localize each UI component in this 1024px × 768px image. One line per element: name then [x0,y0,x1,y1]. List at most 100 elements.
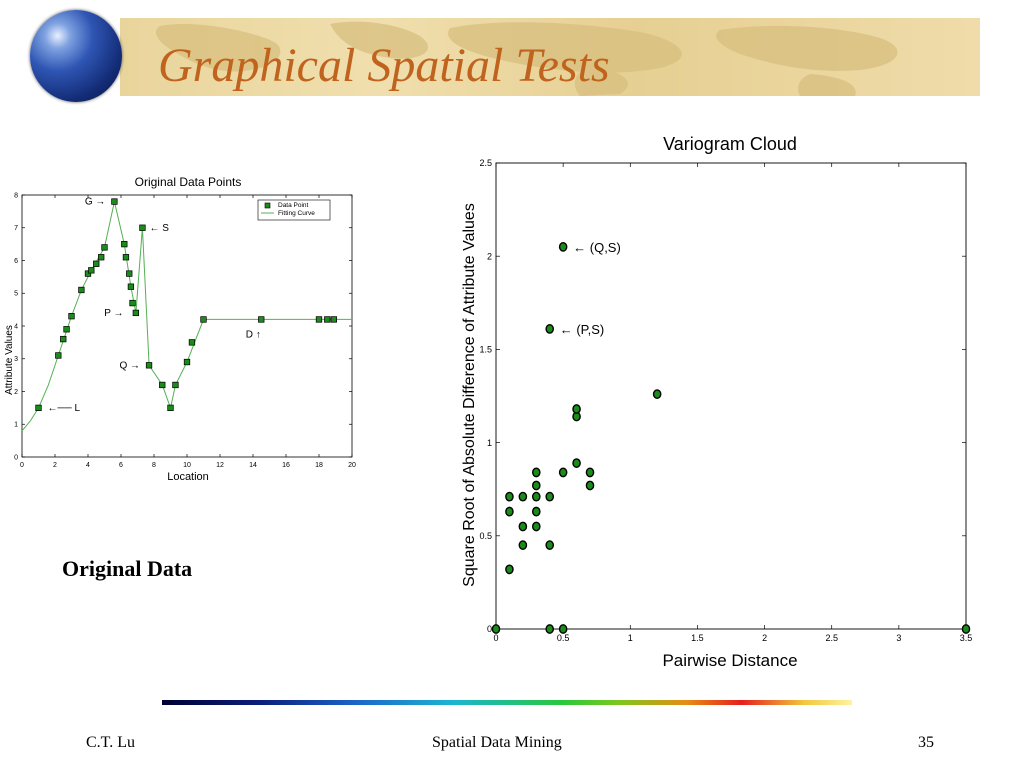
variogram-point-marker [545,540,555,551]
legend-label-fitting-curve: Fitting Curve [278,210,315,217]
x-tick-label: 0.5 [557,633,570,643]
data-point-marker [35,404,42,412]
data-point-marker [129,299,136,307]
data-point-marker [139,224,146,231]
data-point-marker [63,326,70,333]
original-data-label: Original Data [62,556,193,581]
data-point-marker [122,254,130,261]
data-point-marker [84,270,92,277]
variogram-point-marker [531,506,541,517]
variogram-point-marker [652,389,662,400]
chart-legend: Data Point Fitting Curve [257,199,331,221]
x-tick-label: 20 [348,462,356,469]
point-annotation: ←── L [48,403,81,414]
variogram-point-marker [531,480,541,491]
data-point-marker [200,316,207,323]
variogram-point-marker [491,624,501,634]
data-point-marker [101,244,108,251]
point-annotation: ← (Q,S) [573,240,621,255]
y-tick-label: 2 [487,251,492,261]
chart-ylabel: Square Root of Absolute Difference of At… [461,203,478,587]
data-point-marker [183,358,191,366]
point-annotation: ← (P,S) [560,322,605,337]
x-tick-label: 16 [282,462,290,469]
legend-label-data-point: Data Point [278,202,309,209]
x-tick-label: 8 [152,462,156,469]
point-annotation: ← S [149,223,169,234]
x-tick-label: 4 [86,462,90,469]
x-tick-label: 3 [896,633,901,643]
plot-frame [21,194,353,458]
world-map-background [155,21,898,96]
variogram-point-marker [585,467,595,478]
y-tick-label: 5 [14,291,18,298]
globe-logo [30,10,122,102]
x-tick-label: 3.5 [960,633,973,643]
data-point-marker [93,260,100,267]
y-tick-label: 3 [14,356,18,363]
variogram-point-marker [518,540,528,551]
y-tick-label: 1 [487,438,492,448]
data-point-marker [330,316,337,323]
y-tick-label: 1.5 [479,345,492,355]
rainbow-divider [162,700,852,705]
data-point-marker [188,339,196,346]
y-tick-label: 2.5 [479,158,492,168]
data-point-marker [68,313,75,320]
plot-frame [495,162,967,630]
chart-xlabel: Pairwise Distance [662,651,797,670]
fitting-curve-line [21,201,352,432]
point-annotation: D ↑ [246,329,261,340]
data-point-marker [324,316,331,323]
y-tick-label: 0 [487,624,492,634]
data-point-marker [132,309,140,317]
variogram-point-marker [505,564,514,575]
variogram-cloud-chart: Variogram Cloud Pairwise Distance Square… [461,134,973,670]
original-data-chart: Original Data Points Location Attribute … [4,175,356,483]
chart-title: Original Data Points [135,175,242,189]
data-point-marker [111,198,118,205]
variogram-point-marker [545,323,555,334]
data-point-marker [159,381,166,389]
variogram-point-marker [531,467,541,478]
chart-xlabel: Location [167,471,209,483]
x-tick-label: 2 [762,633,767,643]
chart-title: Variogram Cloud [663,134,797,154]
data-point-marker [126,270,133,277]
x-tick-label: 0 [493,633,498,643]
footer-course: Spatial Data Mining [432,734,562,751]
y-tick-label: 0.5 [479,531,492,541]
variogram-point-marker [518,521,528,532]
variogram-point-marker [572,404,581,414]
data-point-marker [88,267,95,274]
point-annotation: Q → [119,360,140,371]
variogram-point-marker [531,491,541,502]
y-tick-label: 2 [14,389,18,396]
variogram-point-marker [585,480,595,491]
data-point-marker [60,335,67,343]
x-tick-label: 14 [249,462,257,469]
data-point-marker [98,254,105,261]
legend-marker-icon [264,202,271,209]
variogram-point-marker [531,521,541,532]
x-tick-label: 18 [315,462,323,469]
data-point-marker [121,240,128,248]
y-tick-label: 0 [14,454,18,461]
legend-box [257,199,331,221]
data-point-marker [78,286,85,294]
data-point-marker [258,316,265,323]
point-annotation: P → [104,308,123,319]
variogram-point-marker [558,467,568,478]
variogram-point-marker [545,624,555,634]
x-tick-label: 6 [119,462,123,469]
y-tick-label: 6 [14,258,18,265]
y-tick-label: 1 [14,422,18,429]
variogram-point-marker [558,624,568,634]
data-point-marker [55,352,62,359]
variogram-point-marker [505,491,514,502]
data-point-marker [167,404,174,412]
title-banner [120,18,980,96]
variogram-point-marker [558,241,568,252]
x-tick-label: 1 [628,633,633,643]
slide-title: Graphical Spatial Tests [158,39,610,92]
